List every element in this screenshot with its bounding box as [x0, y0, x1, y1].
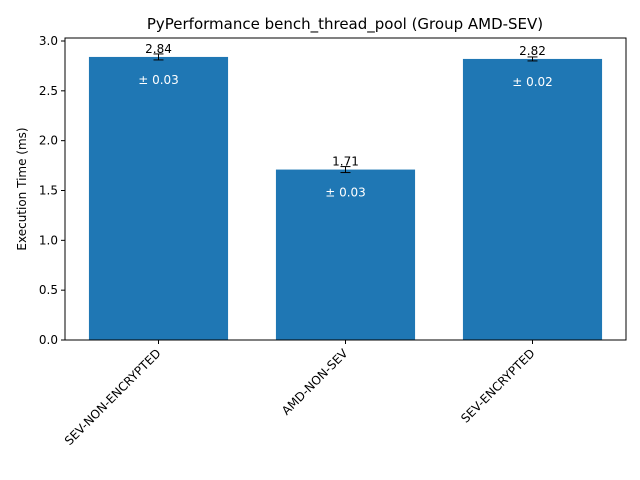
value-label: 1.71 [332, 155, 359, 169]
error-label: ± 0.03 [138, 73, 179, 87]
y-tick-label: 1.5 [39, 183, 58, 197]
plot-frame [64, 37, 627, 341]
value-label: 2.84 [145, 42, 172, 56]
bar-sev-encrypted [462, 58, 603, 340]
x-axis: SEV-NON-ENCRYPTED AMD-NON-SEV SEV-ENCRYPTE… [62, 340, 538, 448]
y-axis-label: Execution Time (ms) [15, 127, 29, 250]
y-tick-label: 2.5 [39, 84, 58, 98]
y-tick-label: 0.0 [39, 333, 58, 347]
bars-layer [88, 56, 603, 341]
y-tick-label: 3.0 [39, 34, 58, 48]
y-tick-label: 2.0 [39, 134, 58, 148]
bar-sev-non-encrypted [88, 56, 229, 341]
y-tick-label: 0.5 [39, 283, 58, 297]
chart-title: PyPerformance bench_thread_pool (Group A… [147, 15, 543, 34]
error-bars-layer [153, 53, 538, 174]
y-tick-label: 1.0 [39, 233, 58, 247]
error-label: ± 0.02 [512, 75, 553, 89]
bar-amd-non-sev [275, 169, 416, 340]
x-tick-label: SEV-ENCRYPTED [458, 346, 537, 425]
y-axis: 0.0 0.5 1.0 1.5 2.0 2.5 3.0 [39, 34, 65, 347]
x-tick-label: SEV-NON-ENCRYPTED [62, 346, 164, 448]
data-labels-layer: 2.84 ± 0.03 1.71 ± 0.03 2.82 ± 0.02 [138, 42, 553, 200]
error-label: ± 0.03 [325, 186, 366, 200]
value-label: 2.82 [519, 44, 546, 58]
x-tick-label: AMD-NON-SEV [279, 346, 351, 418]
